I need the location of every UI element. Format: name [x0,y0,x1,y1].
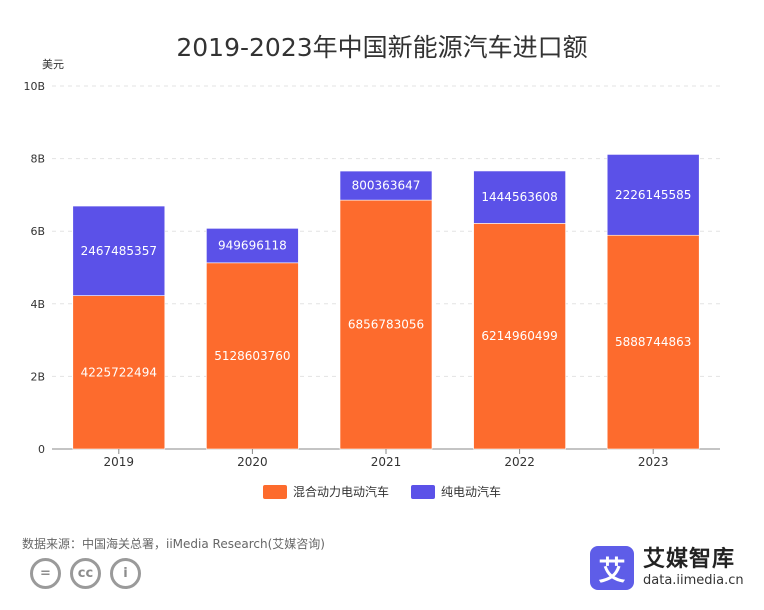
x-tick-label: 2021 [371,455,402,469]
cc-by-icon: i [110,558,141,589]
legend-swatch-hybrid [262,484,287,499]
y-tick-label: 10B [23,80,45,93]
data-label: 949696118 [218,239,287,253]
bar-hybrid-2023 [606,234,700,450]
legend-label-bev: 纯电动汽车 [441,485,502,499]
x-tick-label: 2022 [504,455,535,469]
data-label: 800363647 [352,179,421,193]
y-tick-label: 6B [30,225,45,238]
brand-block: 艾 艾媒智库 data.iimedia.cn [590,546,744,590]
y-tick-label: 8B [30,153,45,166]
bar-bev-2020 [206,228,299,264]
brand-logo-icon: 艾 [590,546,634,590]
bar-hybrid-2019 [72,295,166,450]
y-tick-label: 4B [30,298,45,311]
data-label: 5128603760 [214,349,290,363]
data-label: 4225722494 [81,365,157,379]
bar-hybrid-2022 [473,223,566,450]
y-axis-unit: 美元 [42,58,64,71]
license-badges: = cc i [30,558,141,589]
data-label: 1444563608 [481,190,557,204]
data-label: 5888744863 [615,335,691,349]
data-label: 2226145585 [615,188,691,202]
legend: 混合动力电动汽车 纯电动汽车 [0,483,764,500]
bar-bev-2022 [473,170,566,224]
bar-bev-2019 [72,205,166,296]
brand-url: data.iimedia.cn [643,573,744,588]
cc-nd-icon: = [30,558,61,589]
bar-hybrid-2020 [206,262,299,450]
data-label: 2467485357 [81,244,157,258]
x-tick-label: 2019 [104,455,135,469]
x-tick-label: 2023 [638,455,669,469]
x-tick-label: 2020 [237,455,268,469]
bar-bev-2021 [339,170,433,201]
legend-label-hybrid: 混合动力电动汽车 [292,485,389,499]
cc-license-icon: cc [70,558,101,589]
y-tick-label: 0 [38,443,45,456]
bar-bev-2023 [606,154,700,236]
data-label: 6856783056 [348,318,424,332]
legend-item-bev[interactable]: 纯电动汽车 [411,483,501,500]
data-source-note: 数据来源：中国海关总署，iiMedia Research(艾媒咨询) [22,537,325,551]
legend-item-hybrid[interactable]: 混合动力电动汽车 [262,483,389,500]
data-label: 6214960499 [481,329,557,343]
bar-hybrid-2021 [339,199,433,450]
legend-swatch-bev [411,484,435,499]
y-tick-label: 2B [30,370,45,383]
brand-name: 艾媒智库 [643,547,736,572]
chart-title: 2019-2023年中国新能源汽车进口额 [176,33,588,62]
